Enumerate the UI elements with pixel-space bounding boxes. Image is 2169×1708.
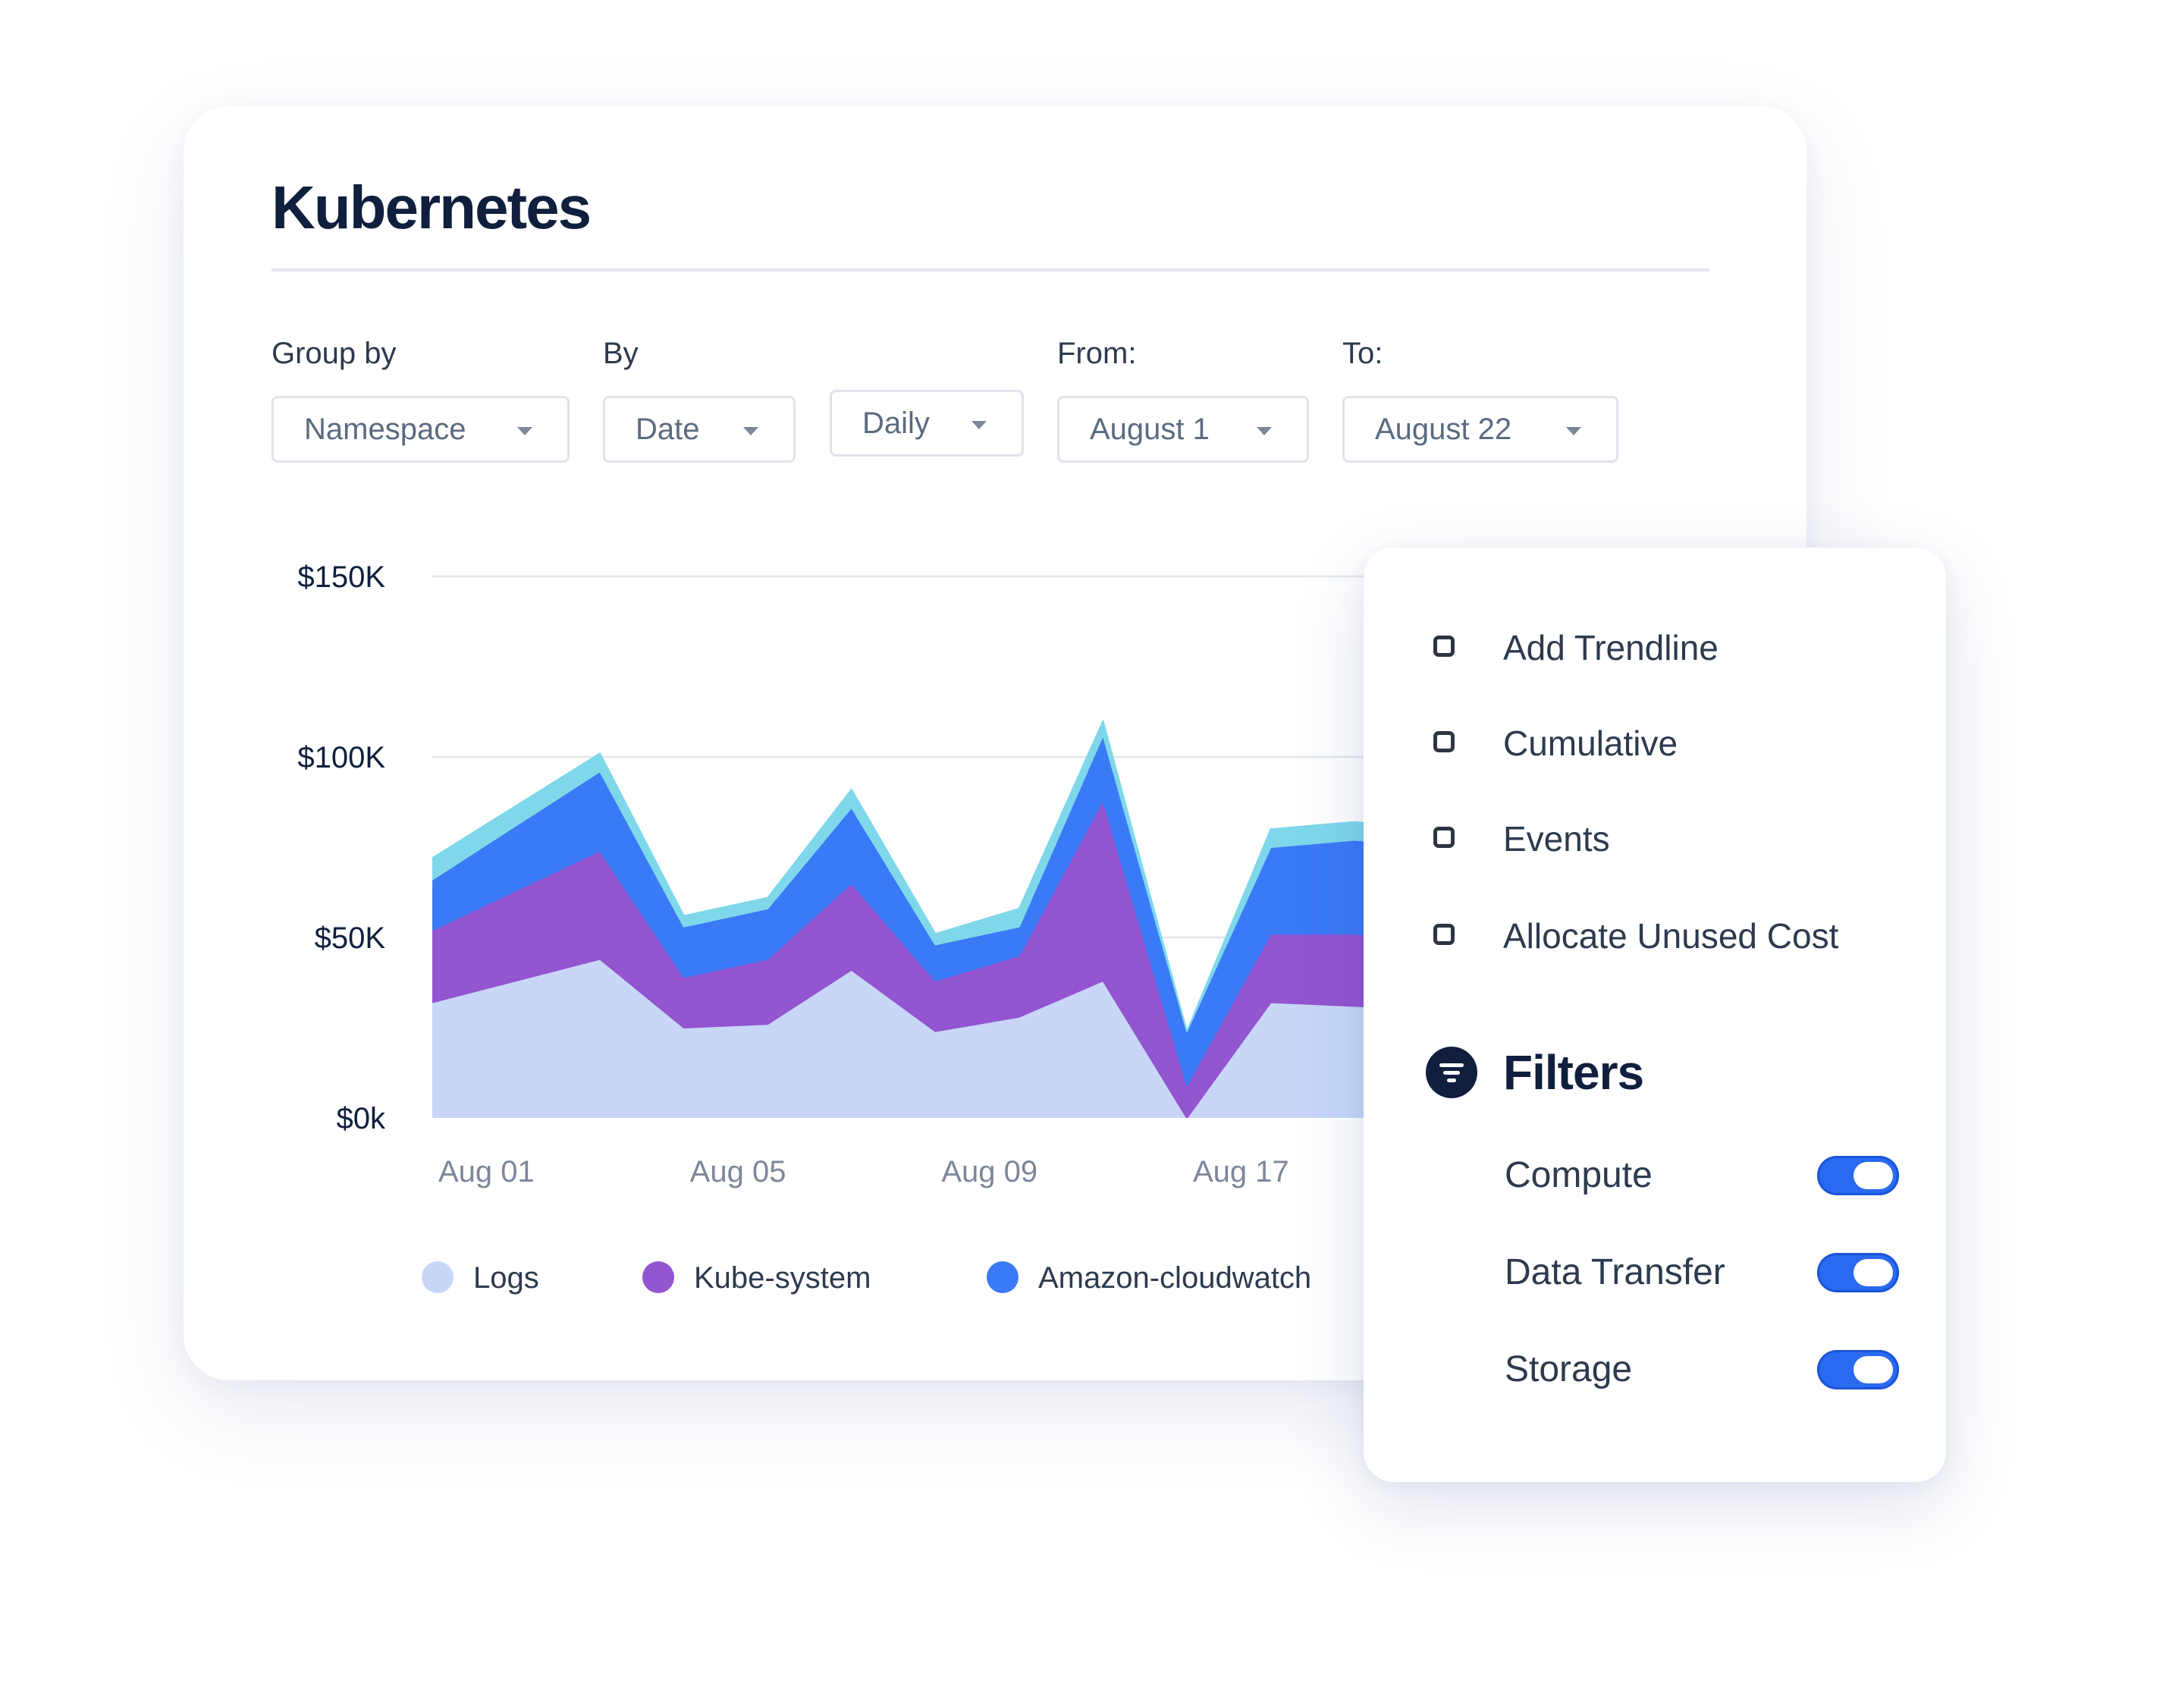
legend-label: Logs bbox=[473, 1261, 539, 1295]
options-panel bbox=[1364, 548, 1946, 1482]
option-label: Allocate Unused Cost bbox=[1503, 916, 1839, 956]
option-label: Cumulative bbox=[1503, 724, 1678, 763]
filter-label: Storage bbox=[1505, 1349, 1633, 1389]
filter-row-compute: Compute bbox=[1505, 1151, 1899, 1200]
legend-dot bbox=[642, 1261, 674, 1293]
toggle-knob bbox=[1854, 1162, 1893, 1189]
x-tick-label: Aug 17 bbox=[1193, 1155, 1289, 1188]
checkbox-empty-icon[interactable] bbox=[1433, 827, 1455, 848]
by-label: By bbox=[603, 337, 639, 370]
option-label: Add Trendline bbox=[1503, 628, 1719, 667]
legend-dot bbox=[987, 1261, 1019, 1293]
compute-toggle[interactable] bbox=[1817, 1156, 1899, 1195]
checkbox-empty-icon[interactable] bbox=[1433, 731, 1455, 752]
legend-label: Kube-system bbox=[694, 1261, 871, 1295]
y-tick-label: $150K bbox=[297, 560, 385, 594]
filter-label: Data Transfer bbox=[1505, 1252, 1725, 1292]
filter-row-storage: Storage bbox=[1505, 1345, 1899, 1394]
by-dropdown[interactable]: Date bbox=[603, 396, 796, 463]
caret-down-icon bbox=[1257, 427, 1272, 435]
data-transfer-toggle[interactable] bbox=[1817, 1253, 1899, 1292]
to-label: To: bbox=[1342, 337, 1383, 370]
group-by-label: Group by bbox=[272, 337, 397, 370]
filter-label: Compute bbox=[1505, 1155, 1653, 1195]
x-axis-ticks: Aug 01 Aug 05 Aug 09 Aug 17 bbox=[438, 1155, 1289, 1188]
y-tick-label: $0k bbox=[337, 1102, 386, 1135]
to-date-value: August 22 bbox=[1375, 413, 1512, 446]
group-by-value: Namespace bbox=[304, 413, 466, 446]
group-by-dropdown[interactable]: Namespace bbox=[272, 396, 570, 463]
legend-label: Amazon-cloudwatch bbox=[1038, 1261, 1312, 1295]
checkbox-empty-icon[interactable] bbox=[1433, 924, 1455, 945]
option-label: Events bbox=[1503, 819, 1610, 859]
area-series-series-3 bbox=[432, 720, 1365, 1032]
caret-down-icon bbox=[971, 421, 987, 429]
caret-down-icon bbox=[743, 427, 758, 435]
caret-down-icon bbox=[1566, 427, 1581, 435]
legend-dot bbox=[422, 1261, 454, 1293]
y-tick-label: $50K bbox=[315, 922, 386, 955]
x-tick-label: Aug 05 bbox=[690, 1155, 786, 1188]
x-tick-label: Aug 09 bbox=[941, 1155, 1037, 1188]
interval-dropdown[interactable]: Daily bbox=[830, 390, 1024, 457]
filters-title: Filters bbox=[1503, 1045, 1644, 1100]
checkbox-empty-icon[interactable] bbox=[1433, 636, 1455, 657]
title-divider bbox=[272, 268, 1709, 272]
chart-areas bbox=[432, 720, 1365, 1118]
storage-toggle[interactable] bbox=[1817, 1350, 1899, 1389]
toggle-knob bbox=[1854, 1259, 1893, 1286]
filter-row-data-transfer: Data Transfer bbox=[1505, 1248, 1899, 1297]
y-tick-label: $100K bbox=[297, 741, 385, 774]
to-date-dropdown[interactable]: August 22 bbox=[1342, 396, 1618, 463]
x-tick-label: Aug 01 bbox=[438, 1155, 535, 1188]
from-date-value: August 1 bbox=[1090, 413, 1210, 446]
page-title: Kubernetes bbox=[272, 174, 592, 241]
y-axis-ticks: $150K $100K $50K $0k bbox=[297, 560, 386, 1135]
filter-lines-icon bbox=[1426, 1047, 1477, 1098]
from-label: From: bbox=[1057, 337, 1137, 370]
interval-value: Daily bbox=[862, 407, 930, 440]
caret-down-icon bbox=[517, 427, 532, 435]
toggle-knob bbox=[1854, 1356, 1893, 1383]
by-value: Date bbox=[636, 413, 700, 446]
from-date-dropdown[interactable]: August 1 bbox=[1057, 396, 1309, 463]
